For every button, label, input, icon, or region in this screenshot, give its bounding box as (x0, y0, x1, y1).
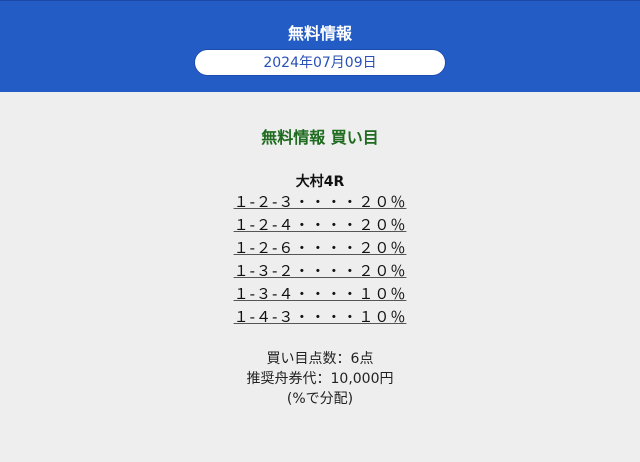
date-badge: 2024年07月09日 (194, 49, 446, 76)
section-title: 無料情報 買い目 (261, 128, 379, 147)
distribution-note: (%で分配) (286, 391, 354, 407)
recommended-budget: 推奨舟券代：10,000円 (246, 371, 394, 387)
pick-list: １-２-３・・・・２０％ １-２-４・・・・２０％ １-２-６・・・・２０％ １… (0, 191, 640, 329)
pick-item: １-３-２・・・・２０％ (233, 262, 407, 280)
race-name: 大村4R (295, 174, 345, 190)
pick-item: １-４-３・・・・１０％ (233, 308, 407, 326)
main-content: 無料情報 買い目 大村4R １-２-３・・・・２０％ １-２-４・・・・２０％ … (0, 128, 640, 409)
header: 無料情報 2024年07月09日 (0, 0, 640, 92)
page-title: 無料情報 (287, 24, 352, 43)
pick-count: 買い目点数：6点 (266, 351, 374, 367)
pick-item: １-２-６・・・・２０％ (233, 239, 407, 257)
pick-item: １-２-３・・・・２０％ (233, 193, 407, 211)
summary: 買い目点数：6点 推奨舟券代：10,000円 (%で分配) (0, 349, 640, 409)
pick-item: １-２-４・・・・２０％ (233, 216, 407, 234)
pick-item: １-３-４・・・・１０％ (233, 285, 407, 303)
